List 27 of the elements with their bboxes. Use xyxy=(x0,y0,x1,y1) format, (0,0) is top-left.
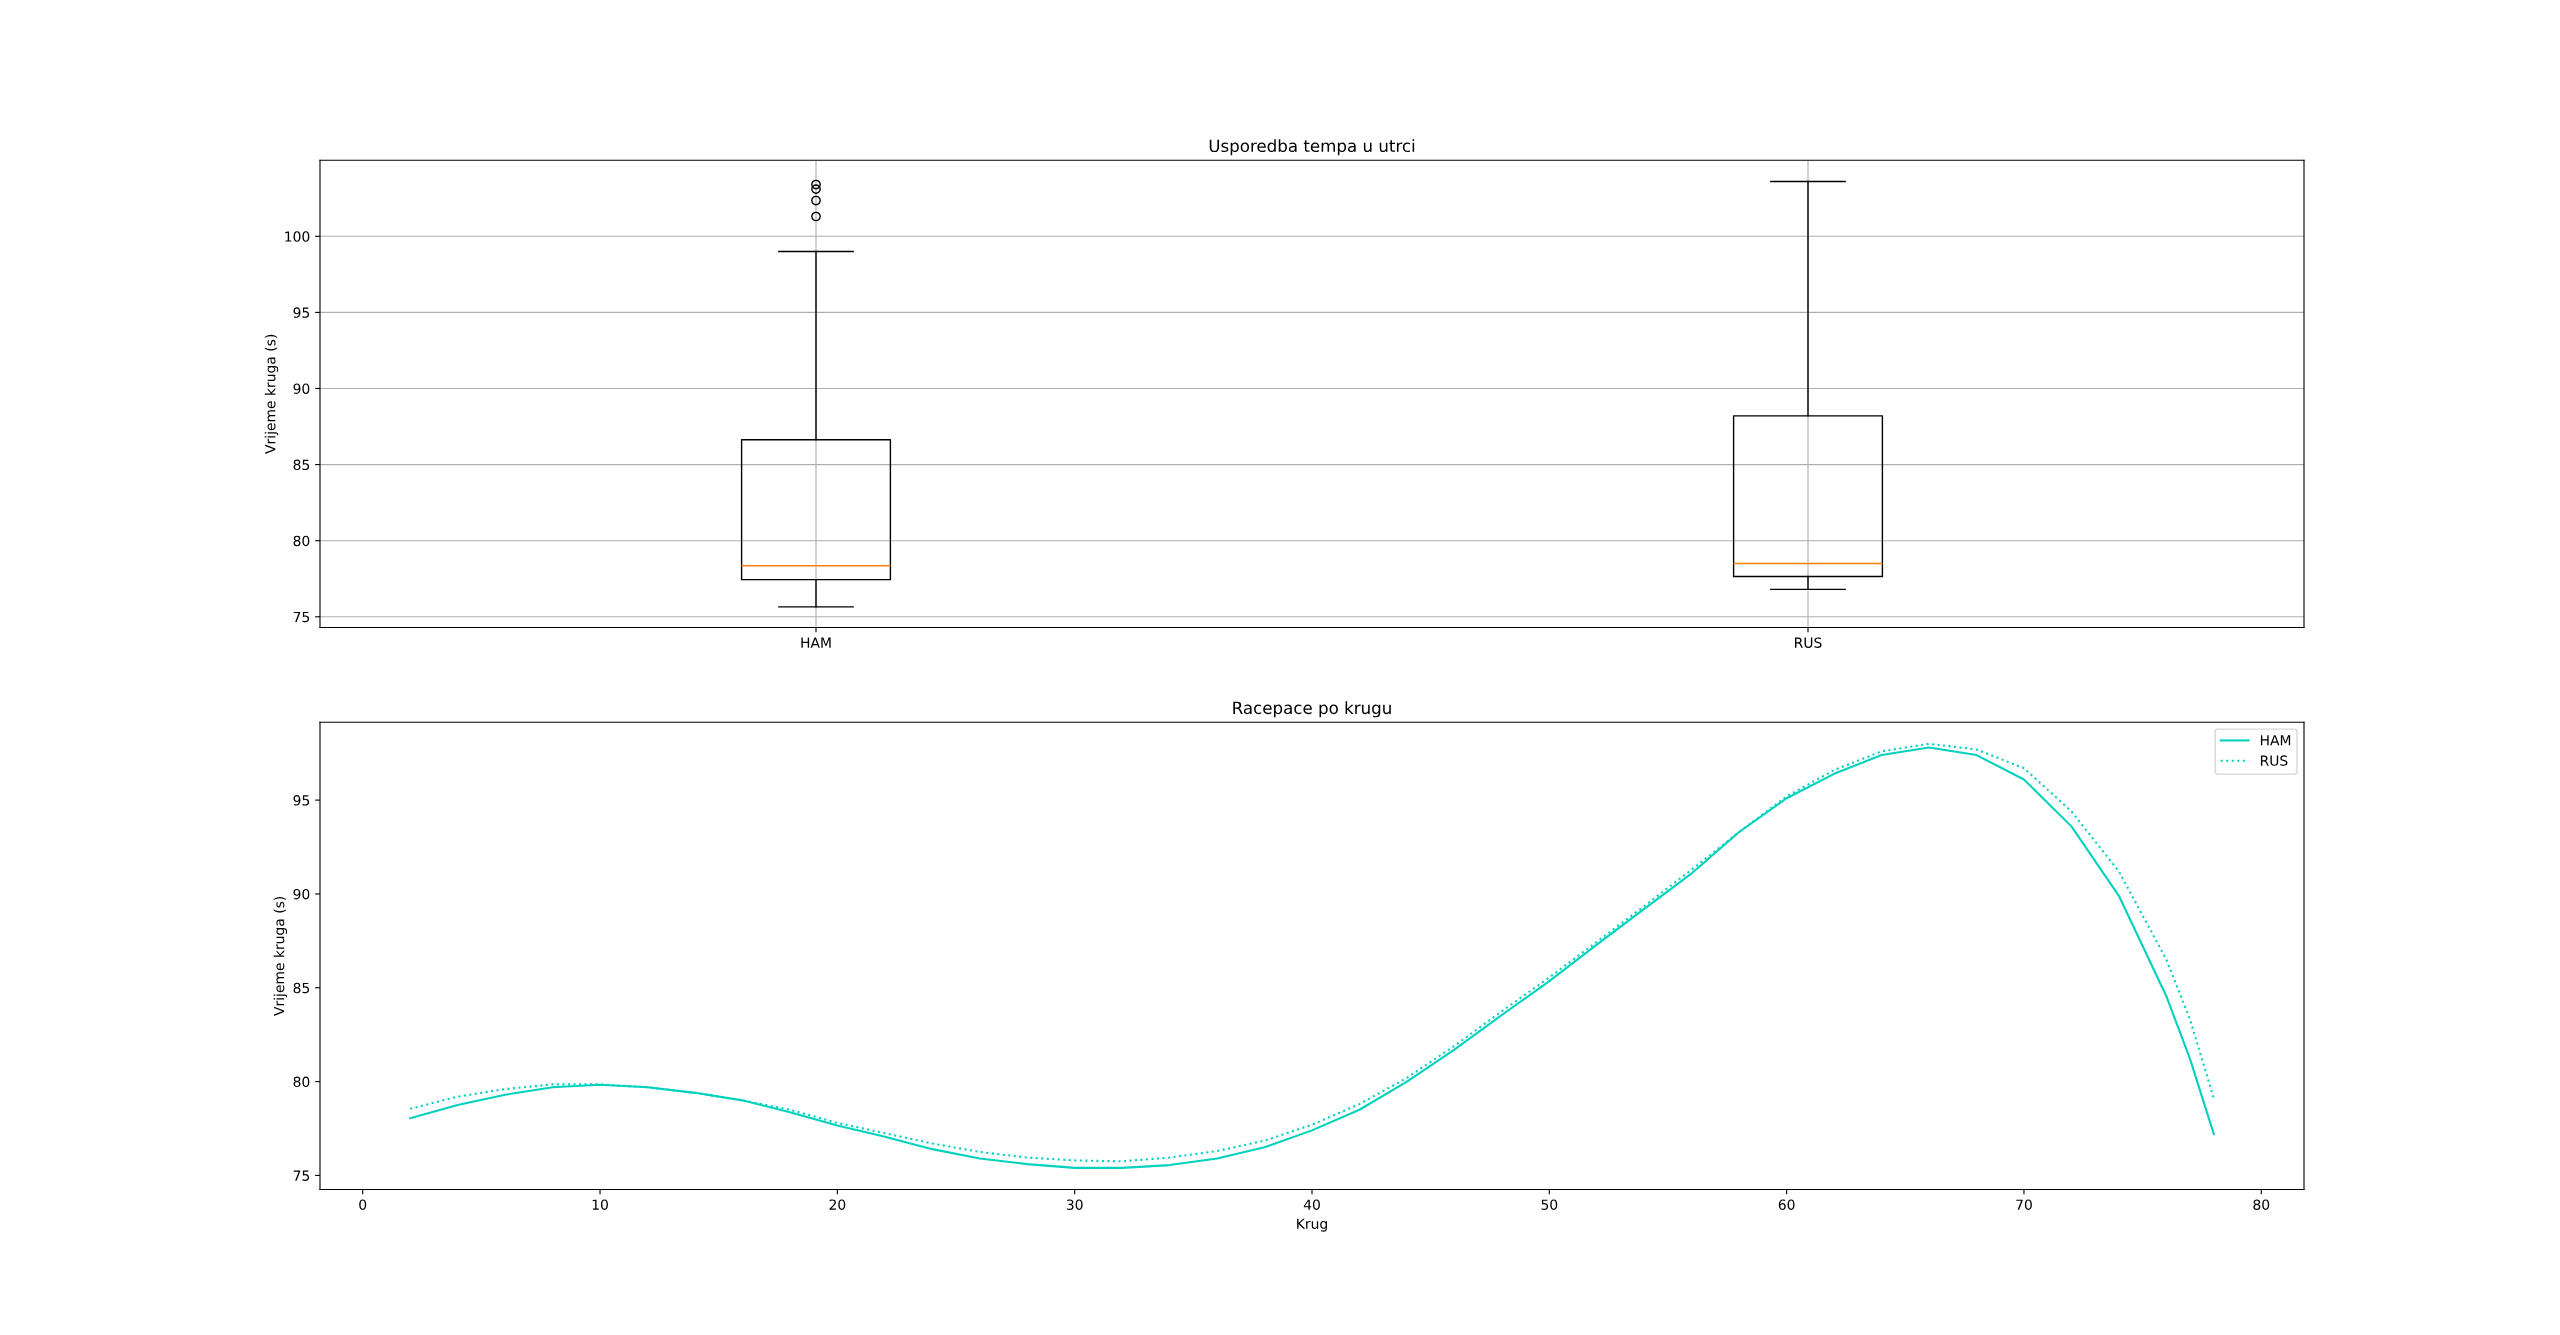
y-axis-title: Vrijeme kruga (s) xyxy=(264,334,279,454)
y-tick-label: 75 xyxy=(293,611,310,623)
y-tick-label: 100 xyxy=(285,231,310,242)
x-tick-label: 30 xyxy=(1066,1199,1083,1210)
y-tick-label: 80 xyxy=(293,535,310,547)
y-tick-label: 95 xyxy=(293,795,310,806)
x-tick-label: 40 xyxy=(1303,1199,1320,1210)
x-tick-label: 80 xyxy=(2253,1199,2270,1210)
x-tick-label: 0 xyxy=(359,1199,367,1210)
y-axis-title: Vrijeme kruga (s) xyxy=(273,896,288,1016)
y-tick-label: 95 xyxy=(293,307,310,318)
y-tick-label: 85 xyxy=(293,459,310,471)
legend-label: HAM xyxy=(2260,735,2291,746)
y-tick-label: 85 xyxy=(293,982,310,994)
x-tick-label: 70 xyxy=(2016,1199,2032,1210)
x-axis-title: Krug xyxy=(1297,1218,1327,1232)
y-tick-label: 75 xyxy=(293,1170,310,1181)
y-tick-label: 90 xyxy=(293,383,310,394)
y-tick-label: 90 xyxy=(293,888,310,900)
chart-title: Racepace po krugu xyxy=(1233,701,1391,718)
x-tick-label: 60 xyxy=(1778,1199,1795,1210)
chart-title: Usporedba tempa u utrci xyxy=(1209,139,1415,156)
y-tick-label: 80 xyxy=(293,1076,310,1088)
x-tick-label: 10 xyxy=(592,1199,608,1210)
legend-label: RUS xyxy=(2260,755,2288,766)
x-tick-label: 20 xyxy=(829,1199,846,1210)
x-tick-label: 50 xyxy=(1541,1199,1558,1210)
